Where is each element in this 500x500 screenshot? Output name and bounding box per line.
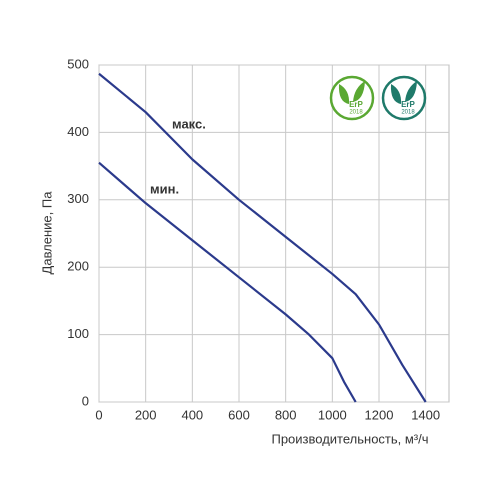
series-label: макс. <box>172 116 206 131</box>
y-tick-label: 100 <box>67 326 89 341</box>
y-tick-label: 500 <box>67 56 89 71</box>
badge-year: 2018 <box>349 110 363 116</box>
series-line <box>98 161 357 403</box>
y-axis-label: Давление, Па <box>39 191 54 275</box>
badge-leaf <box>338 81 365 104</box>
y-tick-label: 300 <box>67 191 89 206</box>
x-tick-label: 200 <box>135 407 157 422</box>
series-label: мин. <box>150 181 179 196</box>
badge-label: ErP <box>401 100 415 109</box>
x-axis-label: Производительность, м³/ч <box>271 431 428 446</box>
x-tick-label: 600 <box>228 407 250 422</box>
x-tick-label: 0 <box>95 407 102 422</box>
y-tick-label: 200 <box>67 259 89 274</box>
badge-year: 2018 <box>401 110 415 116</box>
badge-leaf <box>390 81 417 104</box>
x-tick-label: 400 <box>181 407 203 422</box>
badge-label: ErP <box>349 100 363 109</box>
x-tick-label: 1000 <box>318 407 347 422</box>
x-tick-label: 1200 <box>365 407 394 422</box>
series-line <box>98 72 427 403</box>
y-tick-label: 0 <box>82 393 89 408</box>
x-tick-label: 800 <box>275 407 297 422</box>
x-tick-label: 1400 <box>411 407 440 422</box>
y-tick-label: 400 <box>67 124 89 139</box>
